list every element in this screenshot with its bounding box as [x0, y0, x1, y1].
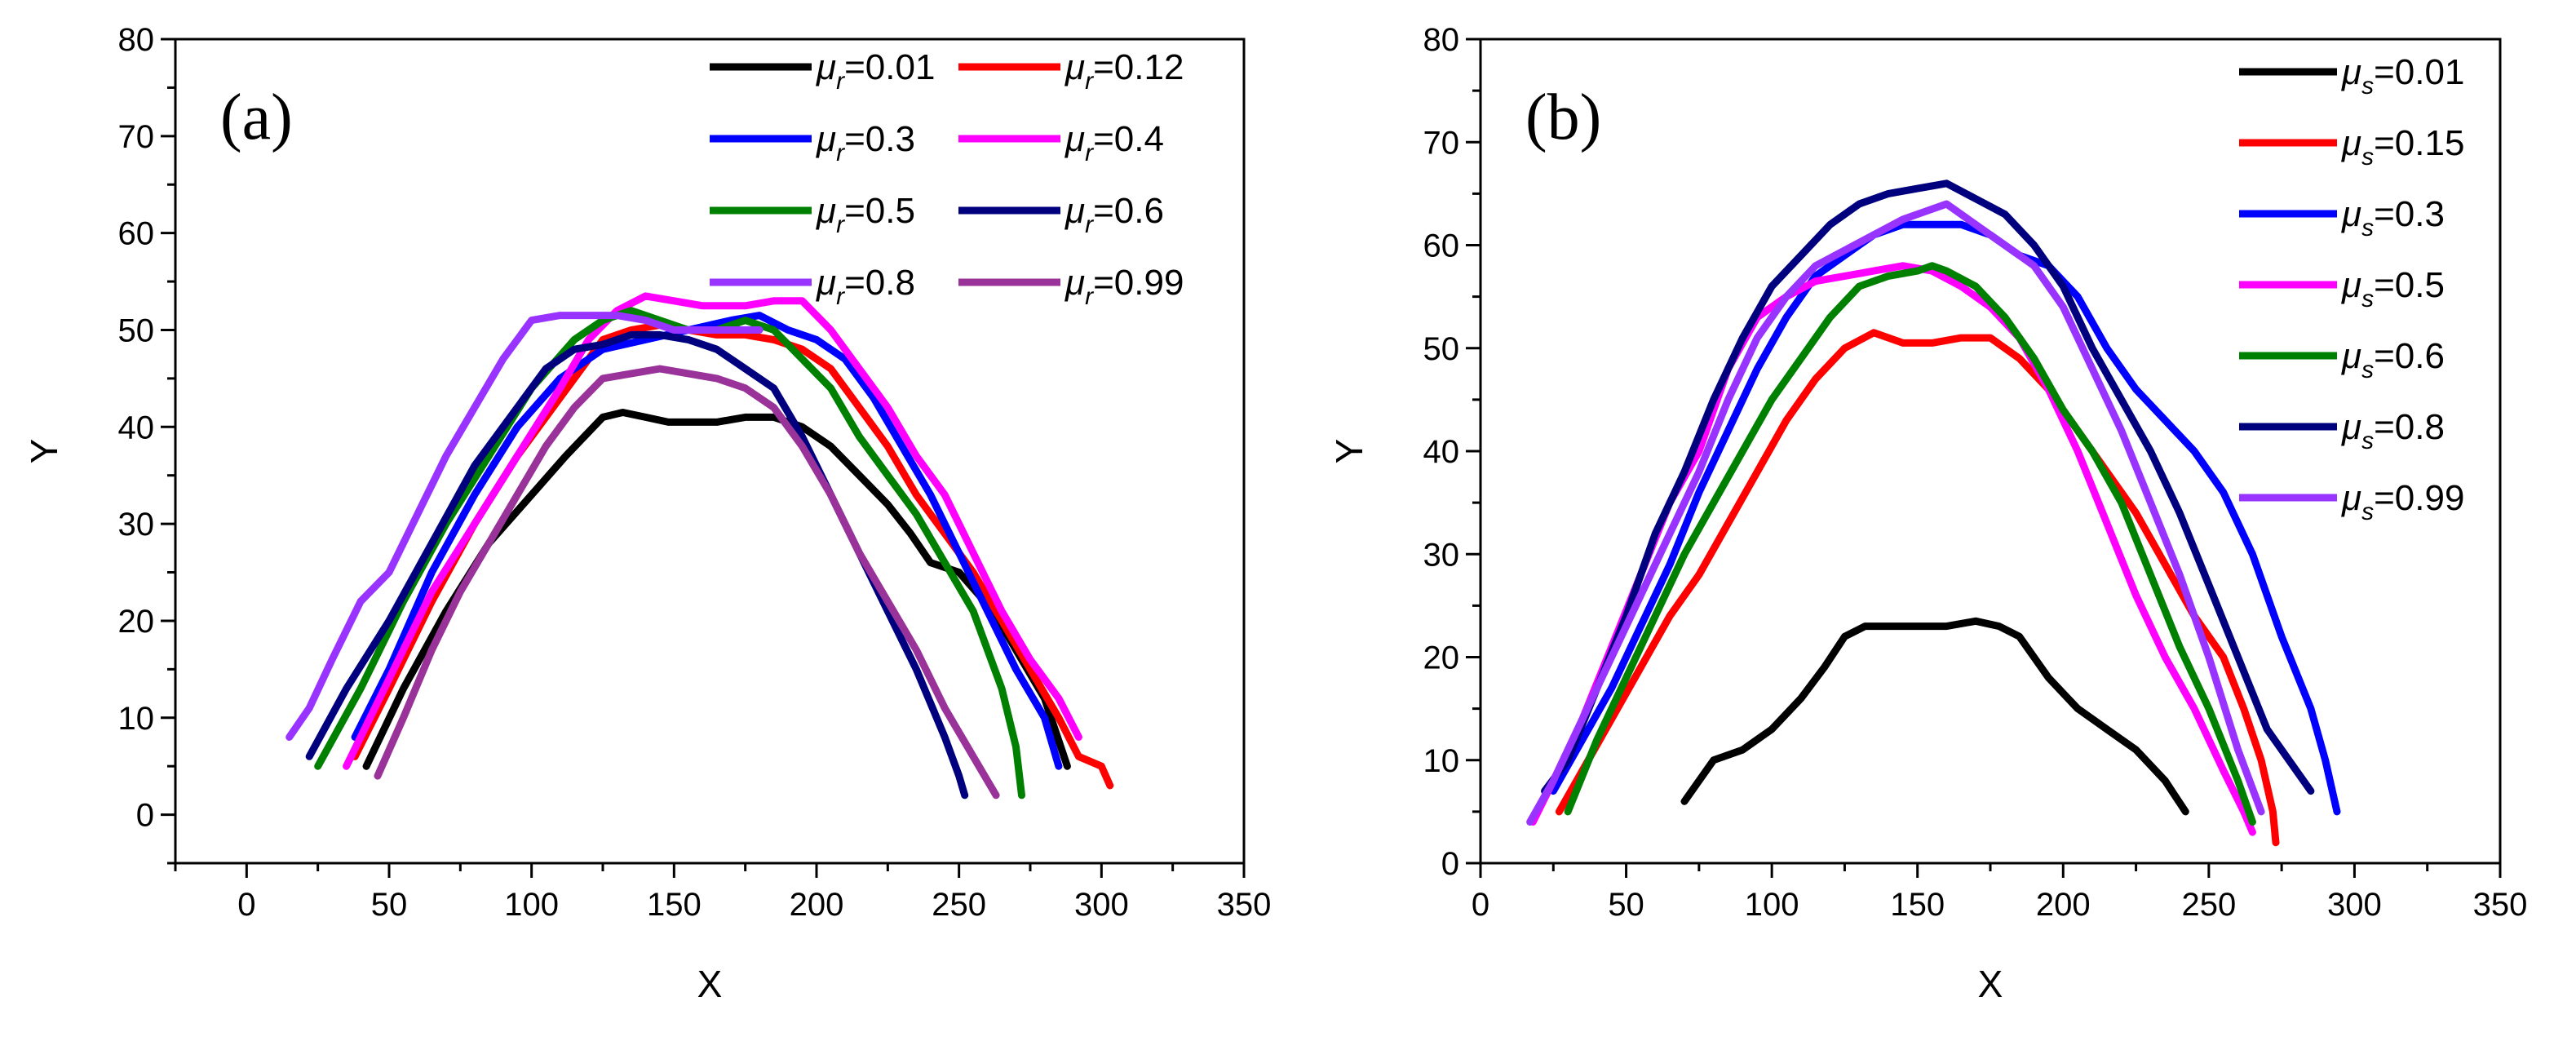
y-tick-label: 40: [1423, 434, 1460, 470]
y-tick-label: 60: [118, 216, 155, 252]
x-tick-label: 200: [790, 887, 844, 923]
series-line-4: [343, 292, 1082, 770]
x-tick-label: 100: [1745, 887, 1799, 923]
series-line-6: [1541, 179, 2315, 795]
legend-entry: μs=0.8: [2341, 407, 2445, 454]
series-line-7: [1526, 200, 2265, 826]
legend-entry: μs=0.3: [2341, 194, 2445, 241]
y-tick-label: 30: [1423, 537, 1460, 573]
x-tick-label: 200: [2036, 887, 2091, 923]
y-tick-label: 70: [1423, 125, 1460, 161]
x-tick-label: 50: [1608, 887, 1644, 923]
series-line-2: [1555, 329, 2280, 847]
legend-entry: μs=0.01: [2341, 52, 2464, 100]
legend-entry: μr=0.3: [816, 119, 915, 166]
x-tick-label: 150: [647, 887, 702, 923]
legend-entry: μs=0.6: [2341, 336, 2445, 383]
series-line-4: [1529, 262, 2256, 836]
series-line-5: [1564, 262, 2256, 826]
x-tick-label: 0: [1472, 887, 1489, 923]
legend-entry: μr=0.99: [1064, 263, 1184, 310]
plot-frame: [174, 38, 1246, 865]
x-tick-label: 300: [1074, 887, 1129, 923]
y-tick-label: 80: [1423, 22, 1460, 58]
series-line-1: [1680, 617, 2189, 816]
legend-entry: μr=0.8: [816, 263, 915, 310]
series-line-3: [1549, 220, 2341, 816]
y-tick-label: 0: [1441, 846, 1459, 882]
y-tick-label: 10: [118, 701, 155, 737]
legend-entry: μr=0.4: [1064, 119, 1164, 166]
y-tick-label: 30: [118, 507, 155, 543]
series-line-3: [351, 312, 1063, 770]
x-tick-label: 250: [2181, 887, 2236, 923]
chart-panel-1: 0 50 100 150 200 250 300 350 0 10 20 30 40 50 60 70 80 X Y…: [23, 22, 1271, 1005]
panel-label: (b): [1525, 82, 1601, 153]
legend-entry: μr=0.01: [816, 47, 935, 95]
legend: μs=0.01 μs=0.15 μs=0.3 μs=0.5 μs=0.6 μs=0.8 μs…: [2239, 52, 2464, 525]
x-tick-label: 350: [1217, 887, 1272, 923]
x-tick-label: 350: [2473, 887, 2528, 923]
series-line-5: [314, 307, 1025, 800]
x-axis-title: X: [1978, 963, 2003, 1005]
x-tick-label: 250: [932, 887, 986, 923]
y-tick-label: 0: [136, 798, 154, 834]
y-tick-label: 80: [118, 22, 155, 58]
y-axis-title: Y: [23, 439, 65, 464]
series-line-2: [351, 321, 1114, 790]
y-tick-label: 50: [118, 312, 155, 348]
series-line-1: [362, 409, 1071, 770]
legend-entry: μs=0.5: [2341, 265, 2445, 312]
chart-panel-2: 0 50 100 150 200 250 300 350 0 10 20 30 40 50 60 70 80 X Y…: [1328, 22, 2527, 1005]
y-tick-label: 60: [1423, 228, 1460, 264]
y-tick-label: 70: [118, 119, 155, 155]
y-tick-label: 20: [1423, 640, 1460, 676]
x-tick-label: 0: [237, 887, 255, 923]
legend: μr=0.01 μr=0.12 μr=0.3 μr=0.4 μr=0.5 μr=0.6 μr…: [710, 47, 1184, 310]
legend-entry: μs=0.15: [2341, 123, 2464, 171]
y-axis-title: Y: [1328, 439, 1370, 464]
x-tick-label: 150: [1890, 887, 1945, 923]
legend-entry: μr=0.6: [1064, 191, 1164, 238]
x-tick-label: 50: [371, 887, 408, 923]
legend-entry: μs=0.99: [2341, 478, 2464, 525]
legend-entry: μr=0.12: [1064, 47, 1184, 95]
y-tick-label: 50: [1423, 331, 1460, 367]
series-line-6: [305, 330, 969, 800]
y-tick-label: 40: [118, 410, 155, 445]
legend-entry: μr=0.5: [816, 191, 915, 238]
x-tick-label: 100: [504, 887, 559, 923]
y-tick-label: 20: [118, 604, 155, 640]
series-line-7: [285, 312, 764, 741]
series-line-8: [374, 365, 1000, 800]
y-tick-label: 10: [1423, 743, 1460, 779]
x-axis-title: X: [697, 963, 723, 1005]
x-tick-label: 300: [2327, 887, 2382, 923]
panel-label: (a): [220, 82, 293, 153]
